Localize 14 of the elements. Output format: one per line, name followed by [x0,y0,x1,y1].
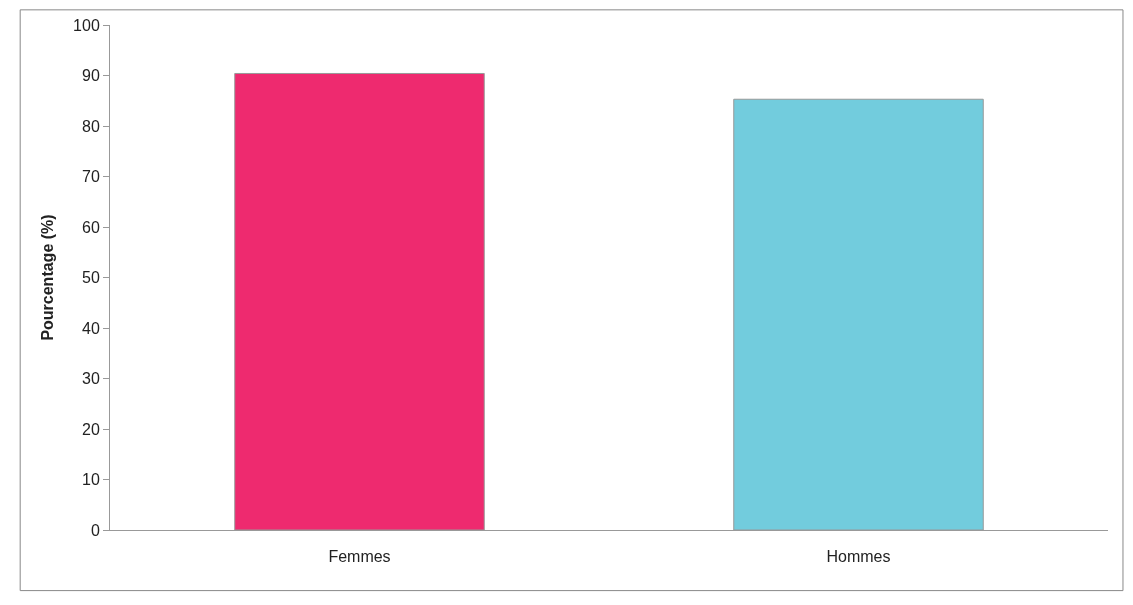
x-tick-label: Femmes [328,548,391,566]
y-tick-label: 100 [73,16,100,34]
x-tick-label: Hommes [826,548,891,566]
y-tick-label: 0 [90,521,100,539]
y-tick-label: 60 [82,218,100,236]
y-tick-label: 80 [82,117,100,135]
y-tick-label: 10 [82,471,100,489]
y-tick-label: 50 [82,269,100,287]
y-axis-title: Pourcentage (%) [39,214,56,341]
y-tick-label: 40 [82,319,100,337]
y-tick-label: 90 [82,67,100,85]
y-tick-label: 70 [82,168,100,186]
y-tick-label: 20 [82,420,100,438]
y-tick-label: 30 [82,370,100,388]
